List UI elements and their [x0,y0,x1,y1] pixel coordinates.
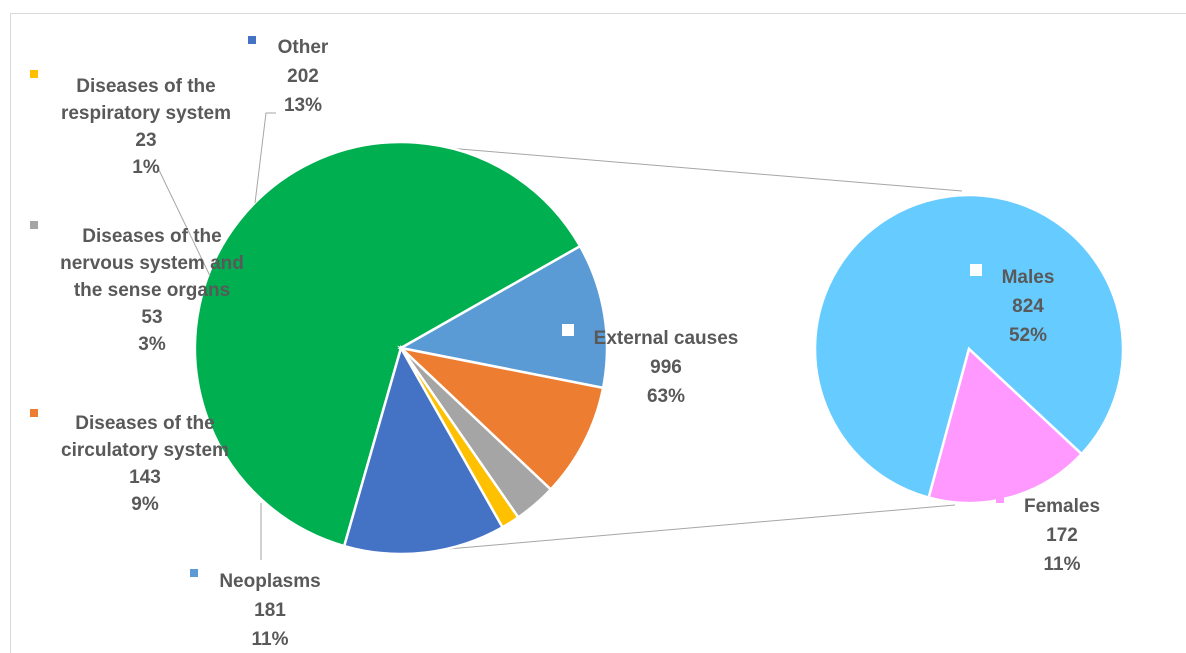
label-external-line-1: 996 [650,357,682,378]
chart-frame-left [10,13,11,653]
label-neoplasms-line-2: 11% [252,629,289,650]
connector-bottom [447,504,956,550]
secondary-slice-females [927,346,1084,505]
label-nervous-line-4: 3% [138,334,166,355]
leader-respiratory [157,167,211,277]
label-neoplasms-line-0: Neoplasms [219,571,320,592]
main-slice-diseases-of-the-circulatory-system [396,345,605,492]
label-respiratory-line-1: respiratory system [61,103,231,124]
main-slice-external-causes [193,140,582,548]
label-circulatory-line-0: Diseases of the [75,413,214,434]
label-respiratory: Diseases of the respiratory system 23 1% [30,70,231,178]
main-slice-neoplasms [397,244,609,390]
label-circulatory-line-3: 9% [131,494,159,515]
label-females-marker [996,495,1004,503]
main-slice-other [342,344,505,556]
label-other: Other 202 13% [248,36,329,116]
leader-other [254,112,276,204]
label-neoplasms-line-1: 181 [254,600,286,621]
label-circulatory-marker [30,409,38,417]
label-nervous-line-0: Diseases of the [82,226,221,247]
data-labels: Other 202 13% Diseases of the respiratory sy… [30,36,1100,650]
label-respiratory-line-2: 23 [135,130,156,151]
label-external-line-2: 63% [647,386,685,407]
label-neoplasms: Neoplasms 181 11% [190,569,321,650]
label-circulatory: Diseases of the circulatory system 143 9% [30,409,229,515]
leader-lines [157,112,276,560]
connector-lines [447,147,963,550]
label-females: Females 172 11% [996,495,1100,575]
label-females-line-0: Females [1024,496,1100,517]
chart-frame-top [10,13,1186,14]
label-males-line-2: 52% [1009,325,1047,346]
label-males-line-1: 824 [1012,296,1044,317]
label-females-line-2: 11% [1044,554,1081,575]
label-males-line-0: Males [1002,267,1055,288]
label-nervous-line-2: the sense organs [74,280,230,301]
label-external-line-0: External causes [594,328,739,349]
label-nervous-marker [30,221,38,229]
label-respiratory-line-3: 1% [132,157,160,178]
label-nervous-line-1: nervous system and [60,253,244,274]
main-pie [193,140,609,556]
label-females-line-1: 172 [1046,525,1078,546]
label-males: Males 824 52% [970,264,1054,346]
label-external: External causes 996 63% [562,324,738,407]
label-nervous: Diseases of the nervous system and the sen… [30,221,244,355]
label-other-line-0: Other [278,37,329,58]
label-respiratory-line-0: Diseases of the [76,76,215,97]
label-circulatory-line-2: 143 [129,467,161,488]
label-neoplasms-marker [190,569,198,577]
label-respiratory-marker [30,70,38,78]
secondary-slice-males [813,193,1125,500]
secondary-pie [813,193,1125,505]
label-circulatory-line-1: circulatory system [61,440,229,461]
connector-top [447,147,963,192]
label-other-line-2: 13% [284,95,322,116]
label-nervous-line-3: 53 [141,307,162,328]
label-other-marker [248,36,256,44]
label-other-line-1: 202 [287,66,319,87]
